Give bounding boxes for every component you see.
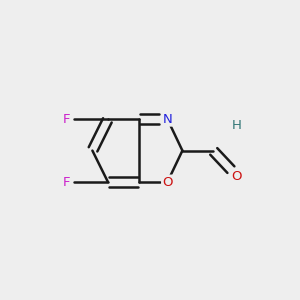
Text: F: F <box>63 176 70 189</box>
Text: H: H <box>232 118 241 132</box>
Text: O: O <box>232 169 242 183</box>
Text: O: O <box>162 176 173 189</box>
Text: N: N <box>163 112 172 126</box>
Text: F: F <box>63 112 70 126</box>
